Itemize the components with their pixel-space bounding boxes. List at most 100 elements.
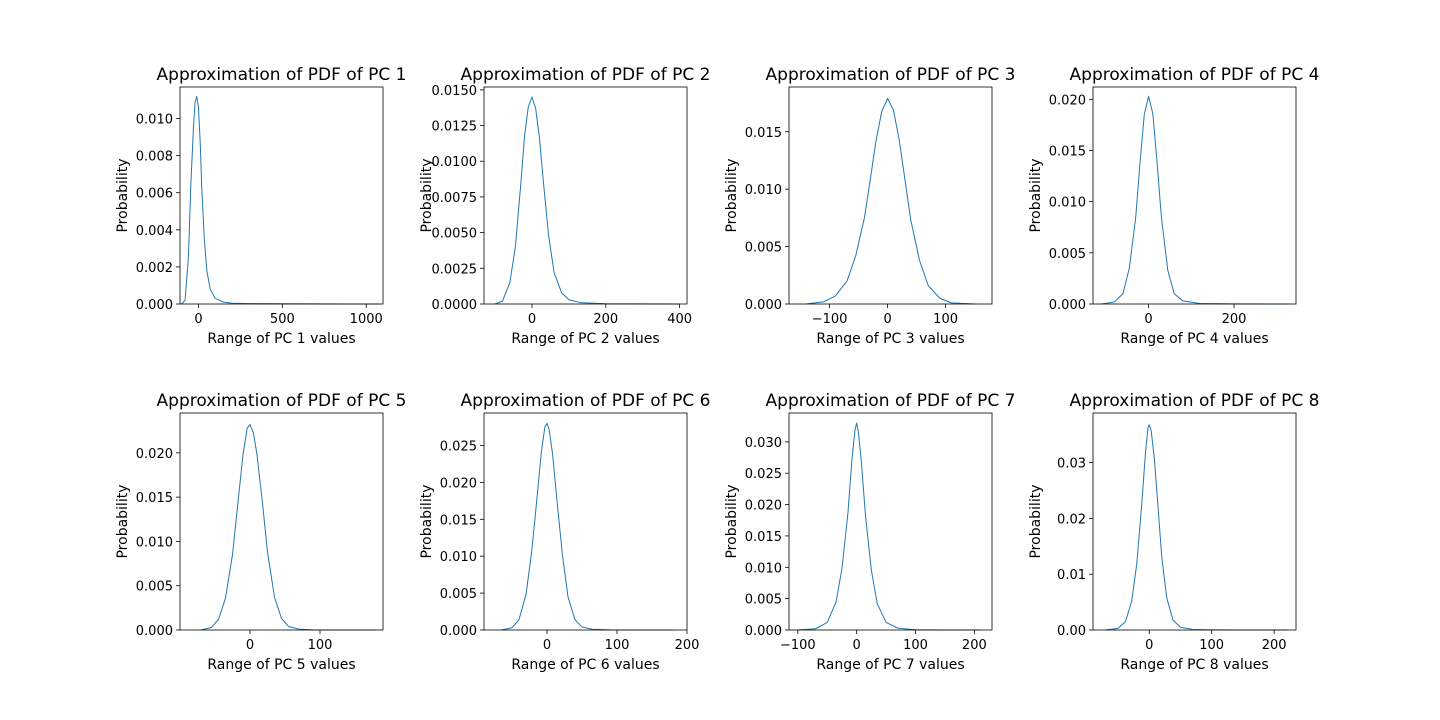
y-tick-label: 0.0000 bbox=[432, 298, 478, 313]
subplot-title: Approximation of PDF of PC 7 bbox=[766, 391, 1016, 411]
pdf-curve bbox=[501, 422, 674, 631]
x-axis-label: Range of PC 6 values bbox=[511, 657, 659, 673]
y-axis-label: Probability bbox=[1028, 158, 1044, 232]
y-tick-label: 0.03 bbox=[1057, 457, 1086, 472]
x-tick-label: 0 bbox=[883, 312, 891, 327]
axes-frame bbox=[1092, 412, 1297, 631]
x-tick-label: 100 bbox=[903, 638, 928, 653]
y-tick-label: 0.010 bbox=[440, 550, 477, 565]
pdf-curve bbox=[806, 97, 975, 305]
axes-frame bbox=[179, 86, 384, 305]
x-tick-label: 200 bbox=[593, 312, 618, 327]
y-tick-label: 0.005 bbox=[136, 580, 173, 595]
y-axis-label: Probability bbox=[1028, 484, 1044, 558]
axes-frame bbox=[483, 412, 688, 631]
x-axis-label: Range of PC 4 values bbox=[1120, 331, 1268, 347]
y-tick-label: 0.000 bbox=[745, 298, 782, 313]
x-tick-label: 0 bbox=[543, 638, 551, 653]
y-tick-label: 0.010 bbox=[136, 535, 173, 550]
x-tick-label: 1000 bbox=[350, 312, 383, 327]
x-tick-label: 100 bbox=[1199, 638, 1224, 653]
x-tick-label: 0 bbox=[1145, 638, 1153, 653]
y-tick-label: 0.0100 bbox=[432, 155, 478, 170]
subplot-1: 0 500 1000 0.000 0.002 0.004 0.006 0.008 0.010 Ap… bbox=[115, 65, 406, 347]
y-tick-label: 0.000 bbox=[1049, 298, 1086, 313]
y-tick-label: 0.002 bbox=[136, 261, 173, 276]
axes-frame bbox=[179, 412, 384, 631]
subplot-5: 0 100 0.000 0.005 0.010 0.015 0.020 Approximati… bbox=[115, 391, 406, 673]
pdf-curve bbox=[181, 95, 380, 305]
y-tick-label: 0.025 bbox=[745, 467, 782, 482]
x-tick-label: 0 bbox=[194, 312, 202, 327]
x-tick-label: 200 bbox=[1222, 312, 1247, 327]
y-tick-label: 0.005 bbox=[440, 587, 477, 602]
axes-frame bbox=[788, 412, 993, 631]
y-tick-label: 0.000 bbox=[440, 624, 477, 639]
y-axis-label: Probability bbox=[724, 158, 740, 232]
y-tick-label: 0.015 bbox=[1049, 144, 1086, 159]
y-axis-label: Probability bbox=[724, 484, 740, 558]
y-tick-label: 0.010 bbox=[745, 561, 782, 576]
subplot-title: Approximation of PDF of PC 2 bbox=[461, 65, 711, 85]
y-tick-label: 0.010 bbox=[745, 183, 782, 198]
x-tick-label: 0 bbox=[853, 638, 861, 653]
y-tick-label: 0.020 bbox=[1049, 93, 1086, 108]
y-tick-label: 0.0075 bbox=[432, 191, 478, 206]
y-tick-label: 0.0050 bbox=[432, 227, 478, 242]
pdf-curve bbox=[494, 96, 680, 305]
y-tick-label: 0.006 bbox=[136, 187, 173, 202]
x-axis-label: Range of PC 5 values bbox=[207, 657, 355, 673]
y-tick-label: 0.0150 bbox=[432, 84, 478, 99]
subplot-title: Approximation of PDF of PC 8 bbox=[1070, 391, 1320, 411]
x-axis-label: Range of PC 1 values bbox=[207, 331, 355, 347]
y-tick-label: 0.005 bbox=[745, 593, 782, 608]
x-tick-label: 200 bbox=[675, 638, 700, 653]
subplot-7: −100 0 100 200 0.000 0.005 0.010 0.015 0.020 0.02… bbox=[724, 391, 1015, 673]
x-tick-label: 100 bbox=[605, 638, 630, 653]
y-tick-label: 0.02 bbox=[1057, 512, 1086, 527]
x-axis-label: Range of PC 7 values bbox=[816, 657, 964, 673]
y-tick-label: 0.015 bbox=[745, 126, 782, 141]
x-tick-label: 100 bbox=[308, 638, 333, 653]
x-tick-label: 0 bbox=[528, 312, 536, 327]
x-tick-label: 200 bbox=[1262, 638, 1287, 653]
x-tick-label: −100 bbox=[780, 638, 816, 653]
x-tick-label: 0 bbox=[1144, 312, 1152, 327]
x-tick-label: 0 bbox=[246, 638, 254, 653]
y-tick-label: 0.00 bbox=[1057, 624, 1086, 639]
x-tick-label: 100 bbox=[933, 312, 958, 327]
y-axis-label: Probability bbox=[419, 484, 435, 558]
pdf-curve bbox=[1101, 95, 1290, 305]
axes-frame bbox=[483, 86, 688, 305]
subplot-title: Approximation of PDF of PC 6 bbox=[461, 391, 711, 411]
axes-frame bbox=[788, 86, 993, 305]
y-tick-label: 0.020 bbox=[136, 447, 173, 462]
pdf-curve bbox=[1105, 424, 1287, 631]
y-axis-label: Probability bbox=[419, 158, 435, 232]
subplot-title: Approximation of PDF of PC 5 bbox=[157, 391, 407, 411]
y-tick-label: 0.0025 bbox=[432, 262, 478, 277]
y-tick-label: 0.010 bbox=[1049, 196, 1086, 211]
x-tick-label: 500 bbox=[270, 312, 295, 327]
subplot-6: 0 100 200 0.000 0.005 0.010 0.015 0.020 0.025 App… bbox=[419, 391, 710, 673]
y-tick-label: 0.015 bbox=[440, 513, 477, 528]
y-tick-label: 0.005 bbox=[745, 241, 782, 256]
x-tick-label: −100 bbox=[812, 312, 848, 327]
y-tick-label: 0.020 bbox=[745, 499, 782, 514]
x-axis-label: Range of PC 8 values bbox=[1120, 657, 1268, 673]
y-tick-label: 0.030 bbox=[745, 436, 782, 451]
y-tick-label: 0.01 bbox=[1057, 568, 1086, 583]
subplot-8: 0 100 200 0.00 0.01 0.02 0.03 Approximation of … bbox=[1028, 391, 1319, 673]
y-tick-label: 0.015 bbox=[745, 530, 782, 545]
x-axis-label: Range of PC 2 values bbox=[511, 331, 659, 347]
subplot-4: 0 200 0.000 0.005 0.010 0.015 0.020 Approximati… bbox=[1028, 65, 1319, 347]
y-tick-label: 0.008 bbox=[136, 150, 173, 165]
y-tick-label: 0.010 bbox=[136, 113, 173, 128]
y-tick-label: 0.020 bbox=[440, 476, 477, 491]
y-tick-label: 0.0125 bbox=[432, 120, 478, 135]
y-tick-label: 0.000 bbox=[136, 298, 173, 313]
x-tick-label: 200 bbox=[962, 638, 987, 653]
subplot-title: Approximation of PDF of PC 1 bbox=[157, 65, 407, 85]
y-tick-label: 0.000 bbox=[136, 624, 173, 639]
